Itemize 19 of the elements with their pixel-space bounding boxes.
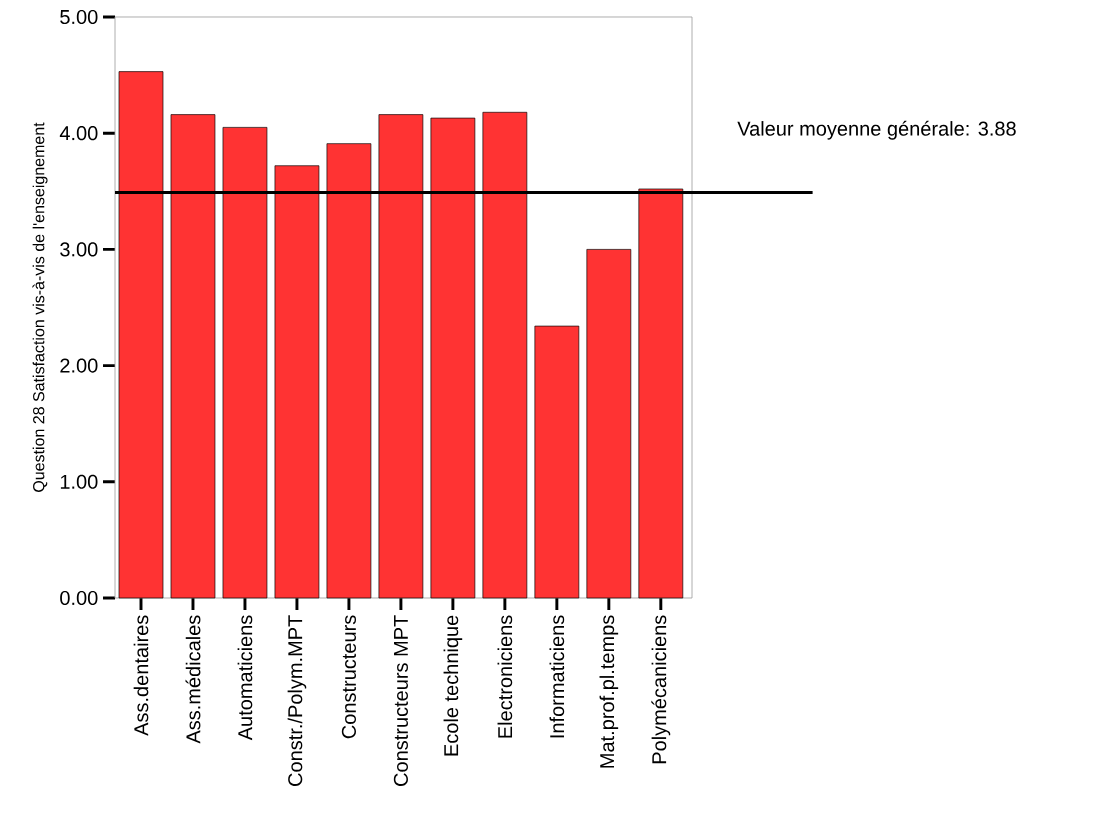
x-tick-label: Constr./Polym.MPT [287,615,307,786]
y-tick-label: 4.00 [59,126,98,141]
y-tick-label: 5.00 [60,9,98,25]
x-tick-label: Ass.médicales [185,615,201,744]
x-tick-label: Automaticiens [237,615,253,741]
y-tick-label: 3.00 [60,242,98,257]
y-tick-label: 2.00 [60,358,98,373]
x-tick-label: Polymécaniciens [651,615,671,764]
x-tick-label: Informaticiens [549,615,565,738]
x-tick-label: Constructeurs [341,615,356,739]
x-tick-label: Ass.dentaires [133,615,149,736]
x-tick-label: Mat.prof.pl.temps [599,615,619,768]
y-tick-label: 0.00 [60,590,98,606]
text: Valeur moyenne générale: 3.88 [737,120,1016,140]
x-tick-label: Ecole technique [443,615,463,756]
x-tick-label: Electroniciens [497,615,513,738]
y-axis-title: Question 28 Satisfaction vis-à-vis de l'enseignement [32,122,48,492]
x-tick-label: Constructeurs MPT [393,615,408,786]
y-tick-label: 1.00 [60,474,98,489]
